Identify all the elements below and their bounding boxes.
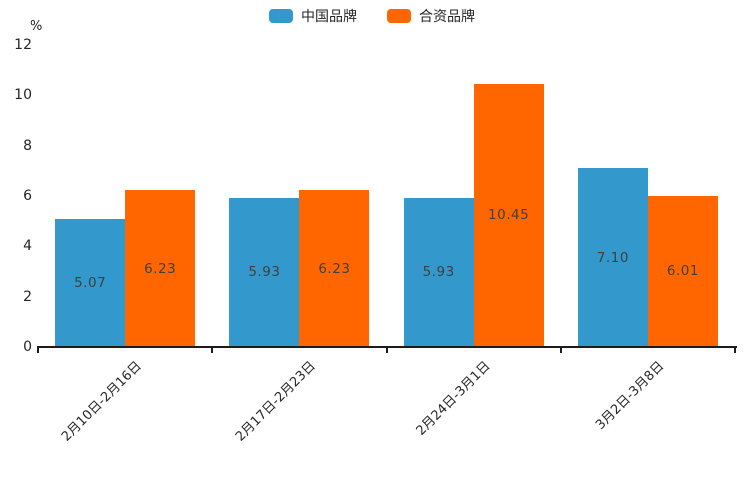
x-axis-tick bbox=[385, 347, 388, 353]
bar-value-label: 5.07 bbox=[74, 275, 107, 292]
legend-item-china-brands[interactable]: 中国品牌 bbox=[269, 6, 357, 26]
bar-value-label: 5.93 bbox=[248, 264, 281, 281]
x-axis-tick bbox=[734, 347, 736, 353]
x-axis-category-label: 2月10日-2月16日 bbox=[58, 358, 145, 445]
bar-china-brands: 5.07 bbox=[55, 219, 126, 347]
x-axis-tick bbox=[211, 347, 214, 353]
bar-china-brands: 7.10 bbox=[577, 168, 648, 347]
legend-swatch-blue-icon bbox=[269, 9, 293, 23]
legend-item-joint-venture-brands[interactable]: 合资品牌 bbox=[387, 6, 475, 26]
bar-value-label: 6.23 bbox=[318, 260, 351, 277]
bar-joint-venture-brands: 6.23 bbox=[125, 190, 196, 347]
bar-value-label: 6.01 bbox=[666, 263, 699, 280]
bar-joint-venture-brands: 6.23 bbox=[299, 190, 370, 347]
legend: 中国品牌 合资品牌 bbox=[0, 6, 744, 26]
bar-value-label: 6.23 bbox=[144, 260, 177, 277]
bar-value-label: 7.10 bbox=[596, 249, 629, 266]
x-axis-tick bbox=[559, 347, 562, 353]
bar-china-brands: 5.93 bbox=[403, 197, 474, 347]
bar-value-label: 10.45 bbox=[488, 207, 530, 224]
legend-label-joint-venture-brands: 合资品牌 bbox=[419, 9, 475, 25]
legend-swatch-orange-icon bbox=[387, 9, 411, 23]
y-axis-unit-label: % bbox=[30, 19, 43, 34]
y-tick-label: 10 bbox=[14, 87, 32, 104]
bar-china-brands: 5.93 bbox=[229, 197, 300, 347]
y-tick-label: 0 bbox=[23, 339, 32, 355]
legend-label-china-brands: 中国品牌 bbox=[301, 9, 357, 25]
x-axis-category-label: 3月2日-3月8日 bbox=[593, 358, 668, 433]
x-axis-category-label: 2月24日-3月1日 bbox=[413, 358, 494, 439]
bar-value-label: 5.93 bbox=[422, 264, 455, 281]
bar-joint-venture-brands: 10.45 bbox=[473, 84, 544, 347]
bar-joint-venture-brands: 6.01 bbox=[647, 195, 718, 347]
y-tick-label: 6 bbox=[23, 188, 32, 204]
y-tick-label: 12 bbox=[14, 37, 32, 53]
x-axis-tick bbox=[37, 347, 39, 353]
y-tick-label: 2 bbox=[23, 288, 32, 305]
y-tick-label: 8 bbox=[23, 137, 32, 154]
x-axis-category-label: 2月17日-2月23日 bbox=[233, 358, 319, 445]
y-tick-label: 4 bbox=[23, 238, 32, 255]
